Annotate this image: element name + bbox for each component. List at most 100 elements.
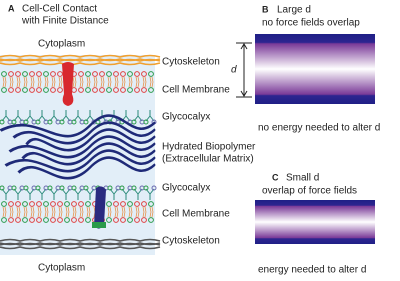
panel-label: B — [262, 4, 269, 14]
lipid-head — [134, 87, 140, 93]
lipid-tail — [149, 76, 154, 88]
lipid-tail — [2, 206, 7, 218]
lipid-tail — [23, 76, 28, 88]
glycan-node — [0, 119, 5, 125]
lipid-head — [127, 87, 133, 93]
lipid-head — [8, 71, 14, 77]
lipid-head — [71, 201, 77, 207]
panel-title: with Finite Distance — [21, 16, 109, 27]
lipid-head — [29, 201, 35, 207]
lipid-tail — [51, 206, 56, 218]
ecm-fiber — [18, 157, 156, 180]
lipid-tail — [9, 206, 14, 218]
glycan-node — [119, 185, 125, 191]
layer-label: Cell Membrane — [162, 85, 230, 96]
layer-label: Cell Membrane — [162, 209, 230, 220]
layer-label: Glycocalyx — [162, 112, 210, 123]
lipid-head — [8, 87, 14, 93]
lipid-tail — [72, 206, 77, 218]
ecm-fiber — [0, 115, 156, 138]
lipid-head — [8, 201, 14, 207]
lipid-head — [120, 217, 126, 223]
lipid-tail — [121, 206, 126, 218]
lipid-head — [36, 201, 42, 207]
glycan-node — [143, 185, 149, 191]
glycan-node — [23, 119, 29, 125]
lipid-tail — [65, 206, 70, 218]
fiber — [0, 246, 161, 250]
lipid-head — [113, 201, 119, 207]
lipid-head — [22, 87, 28, 93]
lipid-tail — [9, 76, 14, 88]
lipid-head — [78, 71, 84, 77]
ecm-fiber — [26, 129, 156, 152]
lipid-head — [78, 87, 84, 93]
lipid-head — [99, 87, 105, 93]
lipid-head — [134, 217, 140, 223]
lipid-tail — [142, 206, 147, 218]
lipid-tail — [51, 76, 56, 88]
lipid-tail — [44, 76, 49, 88]
lipid-head — [36, 217, 42, 223]
force-field-band — [255, 34, 375, 104]
layer-label: Glycocalyx — [162, 183, 210, 194]
panel-title: overlap of force fields — [262, 186, 357, 197]
lipid-head — [15, 217, 21, 223]
lipid-head — [141, 201, 147, 207]
lipid-tail — [107, 206, 112, 218]
lipid-head — [85, 87, 91, 93]
glycan-node — [151, 185, 157, 191]
lipid-tail — [58, 206, 63, 218]
lipid-tail — [79, 206, 84, 218]
lipid-head — [92, 87, 98, 93]
lipid-head — [50, 87, 56, 93]
lipid-head — [120, 87, 126, 93]
glycan-node — [47, 185, 53, 191]
lipid-head — [148, 87, 154, 93]
lipid-head — [64, 217, 70, 223]
lipid-head — [57, 201, 63, 207]
glycan-node — [131, 185, 137, 191]
fiber — [0, 62, 161, 66]
lipid-head — [127, 71, 133, 77]
lipid-head — [22, 217, 28, 223]
fiber — [0, 238, 161, 242]
lipid-head — [85, 201, 91, 207]
lipid-tail — [2, 76, 7, 88]
lipid-tail — [107, 76, 112, 88]
lipid-head — [106, 201, 112, 207]
lipid-head — [29, 71, 35, 77]
lipid-head — [92, 71, 98, 77]
lipid-head — [29, 87, 35, 93]
lipid-head — [1, 217, 7, 223]
ecm-fiber — [22, 143, 156, 166]
lipid-tail — [16, 206, 21, 218]
lipid-tail — [37, 76, 42, 88]
layer-label: Hydrated Biopolymer — [162, 142, 256, 153]
ecm-fiber — [9, 136, 156, 159]
membrane-protein — [62, 62, 74, 106]
lipid-head — [78, 217, 84, 223]
membrane-protein — [94, 186, 106, 229]
glycan-node — [71, 185, 77, 191]
lipid-tail — [37, 206, 42, 218]
lipid-tail — [86, 76, 91, 88]
lipid-head — [22, 71, 28, 77]
lipid-head — [78, 201, 84, 207]
lipid-head — [43, 71, 49, 77]
glycan-node — [23, 185, 29, 191]
lipid-tail — [135, 206, 140, 218]
panel-title: Large d — [277, 5, 311, 16]
fiber — [0, 58, 161, 62]
lipid-head — [36, 87, 42, 93]
lipid-head — [99, 71, 105, 77]
lipid-head — [50, 217, 56, 223]
glycan-node — [35, 185, 41, 191]
lipid-head — [85, 217, 91, 223]
lipid-head — [15, 87, 21, 93]
lipid-head — [106, 71, 112, 77]
glycan-node — [11, 119, 17, 125]
lipid-head — [50, 201, 56, 207]
lipid-head — [1, 71, 7, 77]
